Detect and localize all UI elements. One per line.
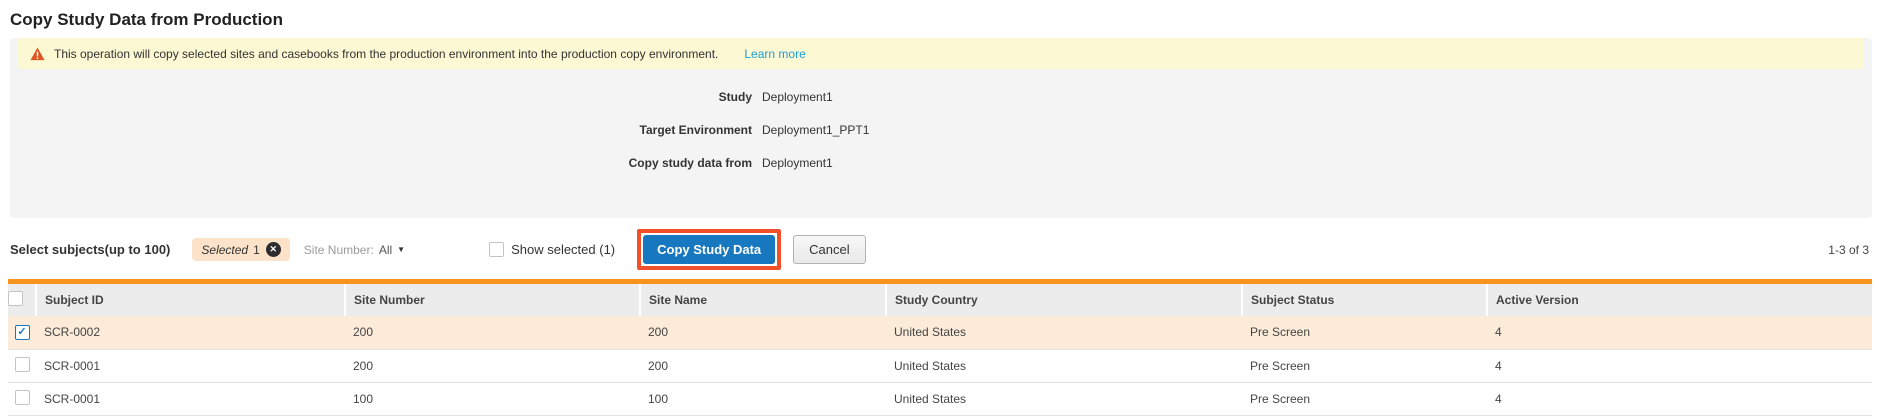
table-cell: SCR-0001 bbox=[36, 349, 345, 383]
table-row: SCR-0001 100 100 United States Pre Screen 4 bbox=[8, 382, 1872, 416]
table-cell: 100 bbox=[640, 382, 886, 416]
show-selected-control: Show selected (1) bbox=[489, 242, 615, 257]
table-cell: 4 bbox=[1487, 349, 1872, 383]
table-cell: 4 bbox=[1487, 316, 1872, 350]
show-selected-label: Show selected (1) bbox=[511, 242, 616, 257]
selected-word: Selected bbox=[201, 242, 249, 257]
column-header-subject-status: Subject Status bbox=[1242, 281, 1488, 316]
table-cell: Pre Screen bbox=[1242, 382, 1487, 416]
selected-count-pill: Selected 1 ✕ bbox=[192, 238, 290, 261]
table-cell: 4 bbox=[1487, 382, 1872, 416]
study-value: Deployment1 bbox=[762, 89, 833, 104]
row-checkbox-cell: ✓ bbox=[8, 316, 36, 350]
field-row-copy-study-data-from: Copy study data from Deployment1 bbox=[10, 146, 1872, 179]
table-cell: Pre Screen bbox=[1242, 349, 1487, 383]
table-row: SCR-0001 200 200 United States Pre Screen 4 bbox=[8, 349, 1872, 383]
table-cell: 200 bbox=[345, 349, 640, 383]
cancel-button[interactable]: Cancel bbox=[793, 235, 866, 264]
row-checkbox[interactable] bbox=[14, 356, 30, 372]
site-number-filter-label: Site Number: bbox=[303, 242, 374, 257]
select-subjects-label: Select subjects(up to 100) bbox=[10, 242, 171, 257]
column-header-active-version: Active Version bbox=[1487, 281, 1872, 316]
column-header-site-name: Site Name bbox=[640, 281, 887, 316]
column-header-label: Site Number bbox=[354, 293, 425, 307]
row-checkbox[interactable]: ✓ bbox=[14, 325, 30, 341]
warning-triangle-icon bbox=[30, 46, 45, 60]
selected-count: 1 bbox=[253, 242, 260, 257]
field-row-target-environment: Target Environment Deployment1_PPT1 bbox=[10, 113, 1872, 146]
target-environment-label: Target Environment bbox=[639, 122, 752, 137]
show-selected-checkbox[interactable] bbox=[489, 242, 505, 257]
learn-more-link[interactable]: Learn more bbox=[744, 46, 806, 61]
table-cell: United States bbox=[886, 349, 1242, 383]
warning-banner-text: This operation will copy selected sites … bbox=[54, 46, 719, 61]
study-label: Study bbox=[718, 89, 752, 104]
table-header-row: Subject ID Site Number Site Name Study C… bbox=[8, 281, 1872, 316]
highlight-annotation: Copy Study Data bbox=[637, 229, 782, 270]
site-number-filter-value: All bbox=[378, 242, 393, 257]
column-header-site-number: Site Number bbox=[345, 281, 641, 316]
column-header-study-country: Study Country bbox=[886, 281, 1243, 316]
row-checkbox[interactable] bbox=[14, 389, 30, 405]
study-fields: Study Deployment1 Target Environment Dep… bbox=[10, 69, 1872, 179]
row-checkbox-cell bbox=[8, 349, 36, 383]
column-header-subject-id: Subject ID bbox=[36, 281, 346, 316]
copy-study-panel: This operation will copy selected sites … bbox=[10, 38, 1872, 218]
select-all-header-cell bbox=[8, 281, 37, 316]
subjects-toolbar: Select subjects(up to 100) Selected 1 ✕ … bbox=[0, 218, 1879, 270]
table-cell: 100 bbox=[345, 382, 640, 416]
select-all-checkbox[interactable] bbox=[8, 291, 23, 306]
table-cell: SCR-0002 bbox=[36, 316, 345, 350]
close-circle-icon[interactable]: ✕ bbox=[265, 242, 281, 257]
column-header-label: Subject ID bbox=[45, 293, 104, 307]
copy-study-data-from-value: Deployment1 bbox=[762, 155, 833, 170]
chevron-down-icon: ▼ bbox=[397, 245, 406, 254]
pagination-label: 1-3 of 3 bbox=[1828, 242, 1869, 257]
table-cell: United States bbox=[886, 316, 1242, 350]
column-header-label: Subject Status bbox=[1251, 293, 1335, 307]
copy-study-data-from-label: Copy study data from bbox=[628, 155, 752, 170]
table-cell: 200 bbox=[640, 349, 886, 383]
page-title: Copy Study Data from Production bbox=[10, 10, 283, 29]
target-environment-value: Deployment1_PPT1 bbox=[762, 122, 870, 137]
column-header-label: Site Name bbox=[649, 293, 708, 307]
table-cell: Pre Screen bbox=[1242, 316, 1487, 350]
table-row: ✓ SCR-0002 200 200 United States Pre Screen 4 bbox=[8, 316, 1872, 350]
table-cell: SCR-0001 bbox=[36, 382, 345, 416]
subjects-table: Subject ID Site Number Site Name Study C… bbox=[8, 279, 1872, 416]
row-checkbox-cell bbox=[8, 382, 36, 416]
copy-study-data-button[interactable]: Copy Study Data bbox=[643, 235, 776, 264]
table-cell: 200 bbox=[345, 316, 640, 350]
table-cell: 200 bbox=[640, 316, 886, 350]
warning-banner: This operation will copy selected sites … bbox=[18, 38, 1864, 69]
field-row-study: Study Deployment1 bbox=[10, 80, 1872, 113]
column-header-label: Study Country bbox=[895, 293, 978, 307]
site-number-filter[interactable]: Site Number: All ▼ bbox=[304, 243, 405, 257]
column-header-label: Active Version bbox=[1496, 293, 1579, 307]
table-body: ✓ SCR-0002 200 200 United States Pre Screen 4 S… bbox=[8, 316, 1872, 416]
table-cell: United States bbox=[886, 382, 1242, 416]
